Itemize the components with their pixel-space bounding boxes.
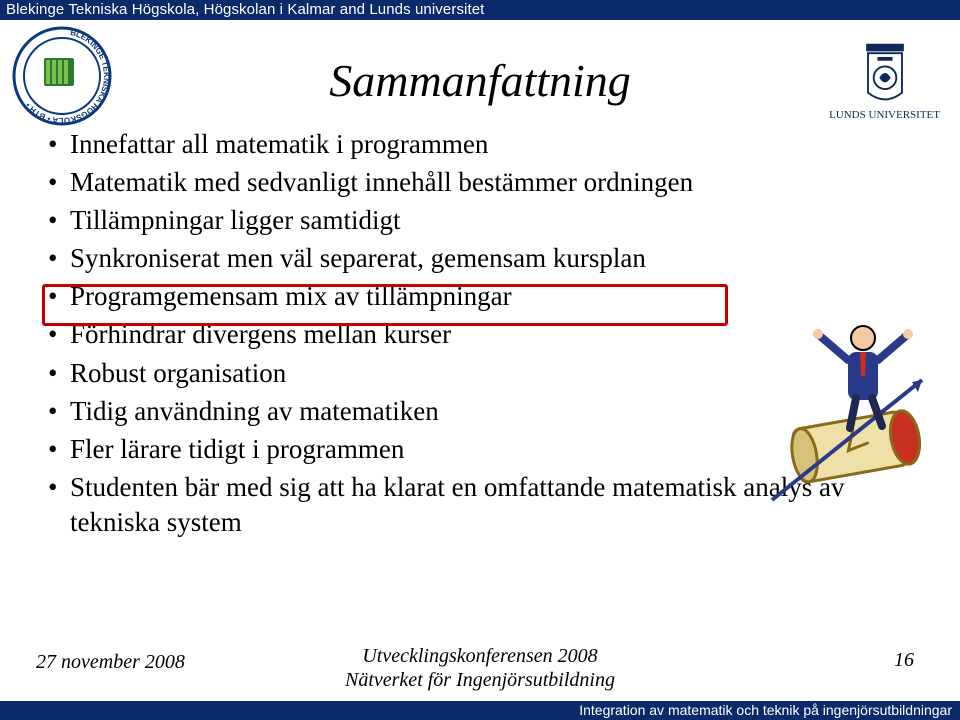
slide: Blekinge Tekniska Högskola, Högskolan i … [0, 0, 960, 720]
lunds-logo-label: LUNDS UNIVERSITET [829, 109, 940, 121]
logo-row: BLEKINGE TEKNISKA HÖGSKOLA • BTH • LUNDS… [0, 20, 960, 130]
clipart-graduate [762, 310, 932, 510]
bth-logo: BLEKINGE TEKNISKA HÖGSKOLA • BTH • [12, 26, 112, 126]
footer-center: Utvecklingskonferensen 2008 Nätverket fö… [0, 644, 960, 692]
list-item: Tillämpningar ligger samtidigt [44, 203, 916, 238]
list-item: Innefattar all matematik i programmen [44, 127, 916, 162]
list-item: Matematik med sedvanligt innehåll bestäm… [44, 165, 916, 200]
list-item: Synkroniserat men väl separerat, gemensa… [44, 241, 916, 276]
lunds-logo: LUNDS UNIVERSITET [829, 40, 940, 121]
footer-line1: Utvecklingskonferensen 2008 [362, 645, 597, 667]
footer-line2: Nätverket för Ingenjörsutbildning [345, 669, 615, 691]
top-bar: Blekinge Tekniska Högskola, Högskolan i … [0, 0, 960, 20]
footer-page-number: 16 [894, 649, 914, 672]
highlight-box [42, 284, 728, 326]
bottom-bar: Integration av matematik och teknik på i… [0, 701, 960, 720]
